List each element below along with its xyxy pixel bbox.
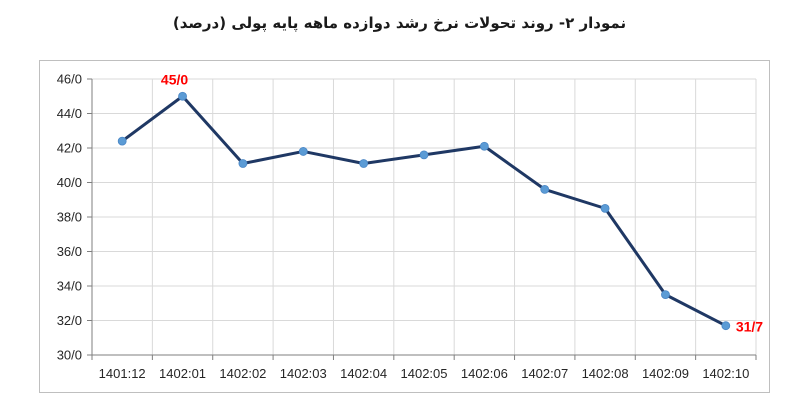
data-point-1402:10 xyxy=(721,321,731,331)
data-point-1402:01 xyxy=(178,91,187,101)
y-tick-label: 46/0 xyxy=(57,72,82,87)
data-point-1402:07 xyxy=(540,184,550,194)
y-tick-label: 40/0 xyxy=(57,175,82,190)
data-point-1402:06 xyxy=(479,141,489,151)
x-tick-label: 1402:06 xyxy=(461,366,508,381)
x-tick-label: 1401:12 xyxy=(99,366,146,381)
y-tick-label: 38/0 xyxy=(57,210,82,225)
chart-frame xyxy=(39,60,770,393)
labels: 30/0 32/0 34/0 36/0 38/0 40/0 42/0 44/0 46/0 1401… xyxy=(57,71,764,381)
y-tick-label: 30/0 xyxy=(57,348,82,363)
x-tick-label: 1402:03 xyxy=(280,366,327,381)
data-point-1401:12 xyxy=(117,136,127,146)
data-point-1402:03 xyxy=(298,147,308,156)
y-tick-label: 42/0 xyxy=(57,141,82,156)
data-label: 31/7 xyxy=(736,319,763,335)
data-point-1402:04 xyxy=(359,159,369,168)
x-tick-label: 1402:04 xyxy=(340,366,387,381)
x-tick-label: 1402:07 xyxy=(521,366,568,381)
x-tick-label: 1402:01 xyxy=(159,366,206,381)
data-point-1402:02 xyxy=(238,159,248,168)
grid-lines xyxy=(92,78,757,355)
data-point-1402:05 xyxy=(419,150,429,160)
series xyxy=(117,91,731,331)
chart-title: نمودار ۲- روند تحولات نرخ رشد دوازده ماه… xyxy=(172,14,627,32)
data-label: 45/0 xyxy=(161,71,188,87)
y-tick-label: 32/0 xyxy=(57,313,82,328)
data-point-1402:09 xyxy=(661,290,670,300)
x-tick-label: 1402:05 xyxy=(401,366,448,381)
y-tick-label: 36/0 xyxy=(57,244,82,259)
x-tick-label: 1402:09 xyxy=(642,366,689,381)
x-tick-label: 1402:02 xyxy=(219,366,266,381)
x-tick-label: 1402:08 xyxy=(582,366,629,381)
axes xyxy=(87,78,757,360)
y-tick-label: 44/0 xyxy=(57,106,82,121)
data-point-1402:08 xyxy=(600,203,610,213)
x-tick-label: 1402:10 xyxy=(702,366,749,381)
y-tick-label: 34/0 xyxy=(57,279,82,294)
